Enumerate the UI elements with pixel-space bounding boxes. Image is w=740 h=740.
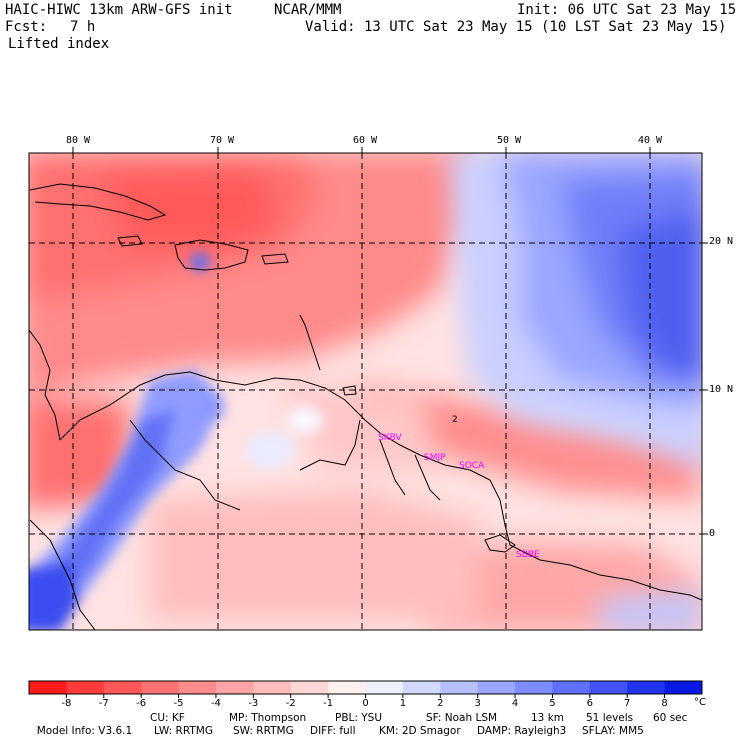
colorbar-swatch xyxy=(365,681,404,694)
lon-label-60w: 60 W xyxy=(353,135,378,146)
sflay-info: SFLAY: MM5 xyxy=(582,725,644,737)
fcst-value: 7 h xyxy=(70,19,96,35)
map-frame xyxy=(28,152,703,631)
colorbar-tick-label: 7 xyxy=(624,698,630,709)
colorbar-swatch xyxy=(215,681,254,694)
colorbar-tick-label: -6 xyxy=(136,698,146,709)
model-info-line1: Model Info: V3.6.1 xyxy=(30,712,133,738)
colorbar-tick-label: -4 xyxy=(211,698,221,709)
lat-label-eq: 0 xyxy=(709,528,716,539)
colorbar-tick-label: 5 xyxy=(549,698,555,709)
colorbar-tick-label: -5 xyxy=(174,698,184,709)
model-info-version: Model Info: V3.6.1 xyxy=(36,725,133,737)
fcst-label: Fcst: xyxy=(5,19,48,35)
colorbar-tick-label: 1 xyxy=(400,698,406,709)
lat-lon-grid xyxy=(29,153,702,630)
station-label-soca: SOCA xyxy=(459,461,485,471)
contour-label: 2 xyxy=(452,415,458,425)
colorbar-tick-label: 8 xyxy=(661,698,667,709)
colorbar-swatch xyxy=(627,681,666,694)
colorbar-swatch xyxy=(29,681,67,694)
colorbar-swatch xyxy=(178,681,217,694)
lon-label-50w: 50 W xyxy=(497,135,522,146)
colorbar-unit: °C xyxy=(694,697,706,708)
colorbar-swatch xyxy=(103,681,142,694)
colorbar-tick-label: -7 xyxy=(99,698,109,709)
colorbar-swatch xyxy=(589,681,628,694)
colorbar-swatch xyxy=(664,681,703,694)
shaded-field xyxy=(29,153,702,630)
colorbar-tick-label: -3 xyxy=(248,698,258,709)
lon-label-40w: 40 W xyxy=(638,135,663,146)
colorbar-tick-label: 2 xyxy=(437,698,443,709)
colorbar-swatch xyxy=(477,681,516,694)
colorbar-tick-label: -1 xyxy=(323,698,333,709)
diff-info: DIFF: full xyxy=(310,725,356,737)
colorbar-swatch xyxy=(253,681,292,694)
lw-info: LW: RRTMG xyxy=(154,725,213,737)
colorbar-ticks: -8 -7 -6 -5 -4 -3 -2 -1 0 1 2 3 4 5 6 7 8 xyxy=(61,694,668,709)
levels-info: 51 levels xyxy=(586,712,634,724)
colorbar-swatch xyxy=(66,681,105,694)
colorbar-tick-label: -8 xyxy=(61,698,71,709)
station-label-skbv: SKBV xyxy=(378,433,403,443)
km-info: KM: 2D Smagor xyxy=(379,725,461,737)
timestep-info: 60 sec xyxy=(653,712,688,724)
damp-info: DAMP: Rayleigh3 xyxy=(477,725,567,737)
colorbar-tick-label: -2 xyxy=(286,698,296,709)
colorbar-tick-label: 6 xyxy=(587,698,593,709)
init-time: Init: 06 UTC Sat 23 May 15 xyxy=(517,2,737,18)
colorbar-tick-label: 3 xyxy=(474,698,480,709)
colorbar-swatch xyxy=(141,681,180,694)
mp-info: MP: Thompson xyxy=(229,712,307,724)
station-label-smjp: SMJP xyxy=(424,453,446,463)
cu-info: CU: KF xyxy=(150,712,185,724)
colorbar-swatch xyxy=(290,681,329,694)
colorbar-tick-label: 4 xyxy=(512,698,518,709)
valid-time: Valid: 13 UTC Sat 23 May 15 (10 LST Sat … xyxy=(305,19,727,35)
resolution-info: 13 km xyxy=(531,712,565,724)
model-title: HAIC-HIWC 13km ARW-GFS init xyxy=(5,2,233,18)
colorbar-swatch xyxy=(328,681,366,694)
colorbar-swatch xyxy=(515,681,553,694)
colorbar-swatch xyxy=(440,681,479,694)
colorbar xyxy=(28,680,703,695)
org-label: NCAR/MMM xyxy=(274,2,342,18)
sf-info: SF: Noah LSM xyxy=(426,712,498,724)
colorbar-tick-label: 0 xyxy=(362,698,368,709)
coastlines xyxy=(29,183,702,630)
field-name: Lifted index xyxy=(8,36,110,52)
colorbar-swatch xyxy=(402,681,441,694)
colorbar-swatch xyxy=(552,681,591,694)
sw-info: SW: RRTMG xyxy=(233,725,294,737)
frame-ticks xyxy=(72,147,708,535)
lon-label-80w: 80 W xyxy=(66,135,91,146)
pbl-info: PBL: YSU xyxy=(335,712,383,724)
lat-label-10n: 10 N xyxy=(709,384,734,395)
station-label-sbbe: SBBE xyxy=(516,550,540,560)
lon-label-70w: 70 W xyxy=(210,135,235,146)
lat-label-20n: 20 N xyxy=(709,236,734,247)
